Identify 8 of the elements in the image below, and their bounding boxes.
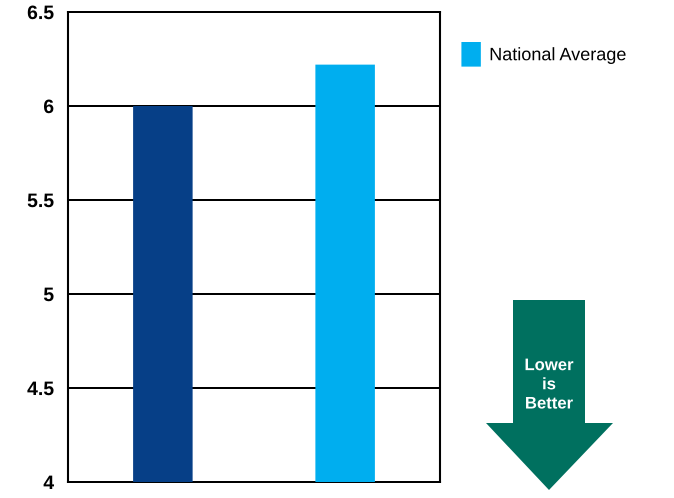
y-tick-label: 6.5 [28,5,54,20]
legend-label: National Average [490,47,626,64]
y-tick-label: 5 [44,288,54,302]
y-tick-label: 5.5 [28,194,54,208]
y-tick-label: 6 [44,99,54,114]
text: Lower is Better [526,358,574,409]
y-tick-label: 4 [44,476,54,490]
y-tick-label: 4.5 [27,382,54,396]
